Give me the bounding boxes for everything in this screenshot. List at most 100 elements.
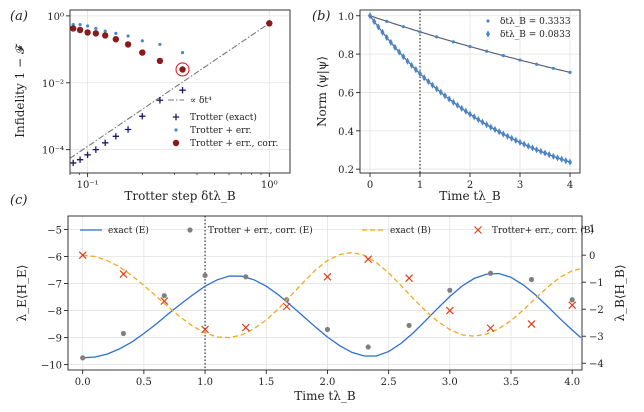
point: [84, 151, 91, 159]
x-tick-label: 0.5: [136, 377, 152, 388]
point: [384, 33, 389, 42]
point: [80, 355, 86, 361]
point: [140, 39, 144, 43]
point: [405, 274, 414, 283]
point: [139, 49, 146, 56]
point: [528, 276, 535, 283]
x-tick-label: 4.0: [564, 377, 580, 388]
point: [447, 95, 452, 103]
point: [126, 34, 130, 38]
point: [94, 26, 98, 31]
point: [476, 115, 481, 124]
point: [568, 301, 577, 310]
point: [509, 134, 514, 142]
legend-swatch: [187, 227, 193, 233]
point: [376, 23, 381, 31]
point: [418, 70, 422, 78]
point: [497, 128, 502, 136]
point: [555, 154, 560, 162]
point: [485, 49, 489, 53]
y2-tick-label: −4: [589, 359, 604, 370]
panel-c: 0.0 0.5 1.0 1.5 2.0 2.5 3.0 3.5 4.0−10−9−8−7−6−5…: [10, 193, 627, 403]
point: [409, 61, 414, 70]
point: [78, 22, 82, 27]
y2-axis-label: λ_B⟨H_B⟩: [613, 264, 627, 321]
point: [559, 155, 564, 163]
point: [86, 24, 90, 28]
point: [501, 130, 506, 138]
point: [430, 81, 435, 89]
point: [443, 92, 447, 100]
x-axis-label: Time tλ_B: [294, 389, 356, 403]
point: [102, 32, 109, 39]
legend-b: δtλ_B = 0.3333 δtλ_B = 0.0833: [486, 17, 571, 40]
panel-label: (b): [312, 9, 330, 24]
series-c-1: [80, 270, 575, 361]
legend-swatch: [172, 113, 180, 121]
point: [487, 270, 494, 276]
point: [563, 157, 568, 165]
point: [472, 113, 477, 121]
axes-frame: [69, 9, 291, 174]
x-tick-label: 0.0: [75, 377, 91, 388]
point: [484, 121, 489, 129]
x-tick-label: 3.5: [503, 377, 519, 388]
point: [426, 77, 431, 86]
legend-label: δtλ_B = 0.3333: [500, 17, 571, 27]
fit-line: [69, 22, 270, 159]
legend-swatch: [174, 128, 178, 132]
point: [530, 144, 535, 152]
x-axis-label: Time tλ_B: [439, 189, 501, 203]
point: [69, 25, 77, 32]
legend-swatch: [474, 226, 482, 234]
point: [422, 74, 427, 82]
x-tick-label: 1: [417, 180, 423, 191]
series-line: [82, 251, 581, 339]
point: [518, 138, 522, 146]
point: [364, 255, 373, 264]
y-tick-label: −5: [47, 226, 62, 237]
point: [518, 58, 522, 62]
point: [84, 29, 91, 36]
y-axis-label: Norm ⟨ψ|ψ⟩: [315, 56, 329, 127]
point: [92, 30, 100, 37]
series-c-2: [82, 251, 581, 339]
point: [468, 45, 472, 49]
point: [451, 98, 456, 106]
series-a-2: [69, 20, 273, 73]
point: [527, 320, 536, 328]
point: [568, 158, 572, 166]
point: [468, 110, 472, 118]
y2-tick-label: −2: [589, 305, 604, 316]
y-tick-label: −9: [47, 334, 62, 345]
x-tick-label: 10⁻¹: [77, 180, 99, 191]
point: [119, 270, 128, 279]
point: [120, 330, 127, 337]
point: [76, 26, 84, 34]
point: [551, 152, 556, 160]
series-c-3: [78, 251, 577, 334]
point: [534, 146, 539, 154]
x-tick-label: 10⁰: [261, 180, 278, 191]
point: [380, 28, 385, 36]
axes-frame: [67, 215, 583, 371]
highlight-ring: [175, 62, 190, 77]
point: [158, 42, 162, 47]
point: [551, 66, 555, 70]
series-line: [82, 272, 582, 359]
series-b-1: [368, 12, 572, 166]
point: [202, 272, 208, 279]
point: [547, 150, 552, 159]
legend-swatch: [172, 139, 180, 147]
point: [102, 139, 109, 147]
point: [92, 146, 100, 153]
point: [156, 97, 164, 104]
legend-label: ∝ δt⁴: [190, 96, 212, 106]
point: [480, 118, 485, 126]
y-tick-label: −7: [47, 280, 62, 291]
point: [368, 12, 372, 20]
point: [538, 147, 543, 155]
legend-swatch: [486, 19, 490, 23]
y-tick-label: −6: [47, 253, 62, 264]
point: [388, 38, 393, 47]
